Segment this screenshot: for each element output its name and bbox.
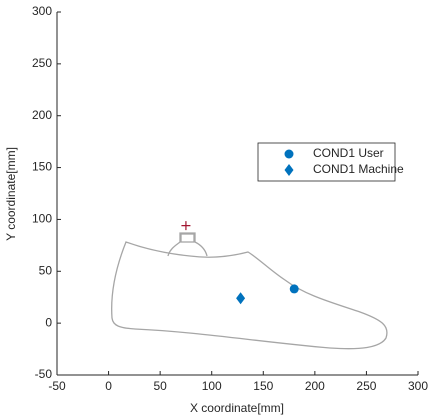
legend-label: COND1 User [313, 146, 384, 160]
x-tick-label: 100 [202, 379, 222, 393]
point [289, 284, 299, 294]
legend: COND1 User COND1 Machine [257, 142, 404, 182]
shoe-outline [111, 232, 388, 350]
x-tick-label: -50 [48, 379, 66, 393]
y-tick-label: 250 [32, 56, 52, 70]
y-tick-label: 50 [39, 263, 53, 277]
legend-label: COND1 Machine [313, 162, 404, 176]
x-tick-label: 50 [153, 379, 167, 393]
x-tick-label: 150 [253, 379, 273, 393]
y-tick-label: 150 [32, 160, 52, 174]
y-tick-label: 200 [32, 108, 52, 122]
y-tick-label: 100 [32, 212, 52, 226]
y-tick-label: 300 [32, 4, 52, 18]
point [181, 221, 191, 231]
y-axis-label: Y coordinate[mm] [4, 147, 18, 241]
x-tick-label: 0 [105, 379, 112, 393]
x-tick-label: 250 [356, 379, 376, 393]
legend-marker [284, 149, 294, 159]
legend-marker [284, 164, 294, 176]
legend-box [257, 142, 396, 182]
point [236, 292, 246, 305]
y-tick-label: -50 [35, 367, 53, 381]
y-tick-label: 0 [45, 315, 52, 329]
x-tick-label: 300 [408, 379, 428, 393]
x-tick-label: 200 [305, 379, 325, 393]
x-axis-label: X coordinate[mm] [190, 401, 284, 415]
